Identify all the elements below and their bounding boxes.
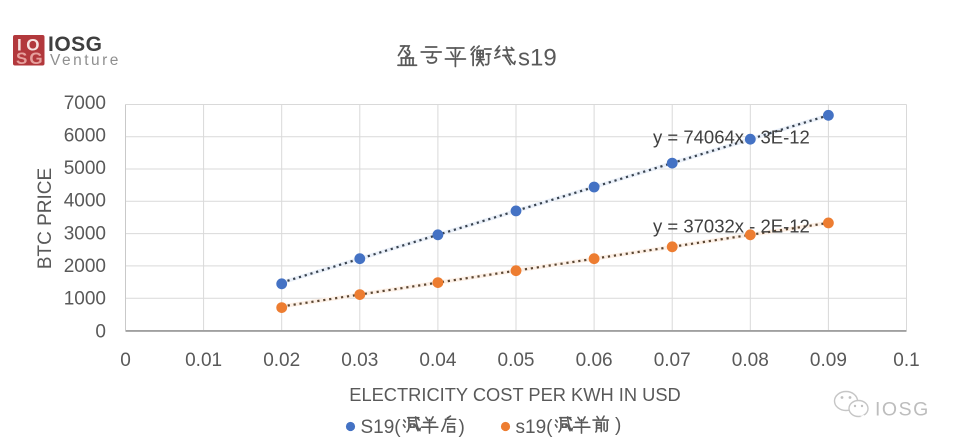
svg-text:0.1: 0.1 — [893, 350, 919, 371]
svg-text:ELECTRICITY COST PER KWH IN US: ELECTRICITY COST PER KWH IN USD — [349, 384, 680, 405]
svg-text:S19(: S19( — [361, 417, 402, 438]
svg-text:s19(: s19( — [516, 417, 554, 438]
svg-text:0: 0 — [95, 321, 106, 342]
svg-text:0.03: 0.03 — [341, 350, 378, 371]
svg-text:0.02: 0.02 — [263, 350, 300, 371]
svg-text:0: 0 — [120, 350, 131, 371]
svg-text:s19: s19 — [518, 45, 557, 72]
svg-text:0.01: 0.01 — [185, 350, 222, 371]
svg-text:IO: IO — [17, 36, 44, 55]
svg-text:0.08: 0.08 — [732, 350, 769, 371]
svg-text:2000: 2000 — [64, 256, 106, 277]
svg-text:): ) — [459, 417, 465, 438]
svg-text:6000: 6000 — [64, 125, 106, 146]
svg-text:0.05: 0.05 — [498, 350, 535, 371]
svg-text:5000: 5000 — [64, 158, 106, 179]
svg-text:Venture: Venture — [50, 52, 121, 69]
svg-text:0.07: 0.07 — [654, 350, 691, 371]
svg-text:y = 74064x - 3E-12: y = 74064x - 3E-12 — [653, 127, 810, 148]
svg-text:BTC PRICE: BTC PRICE — [35, 168, 56, 269]
svg-text:0.04: 0.04 — [419, 350, 456, 371]
svg-text:): ) — [615, 415, 621, 436]
svg-text:0.09: 0.09 — [810, 350, 847, 371]
svg-text:IOSG: IOSG — [875, 399, 930, 421]
svg-text:7000: 7000 — [64, 93, 106, 114]
svg-text:3000: 3000 — [64, 223, 106, 244]
svg-text:0.06: 0.06 — [576, 350, 613, 371]
svg-text:4000: 4000 — [64, 191, 106, 212]
svg-text:IOSG: IOSG — [48, 33, 103, 56]
svg-text:y = 37032x - 2E-12: y = 37032x - 2E-12 — [653, 216, 810, 237]
svg-text:1000: 1000 — [64, 289, 106, 310]
svg-text:SG: SG — [16, 49, 45, 68]
